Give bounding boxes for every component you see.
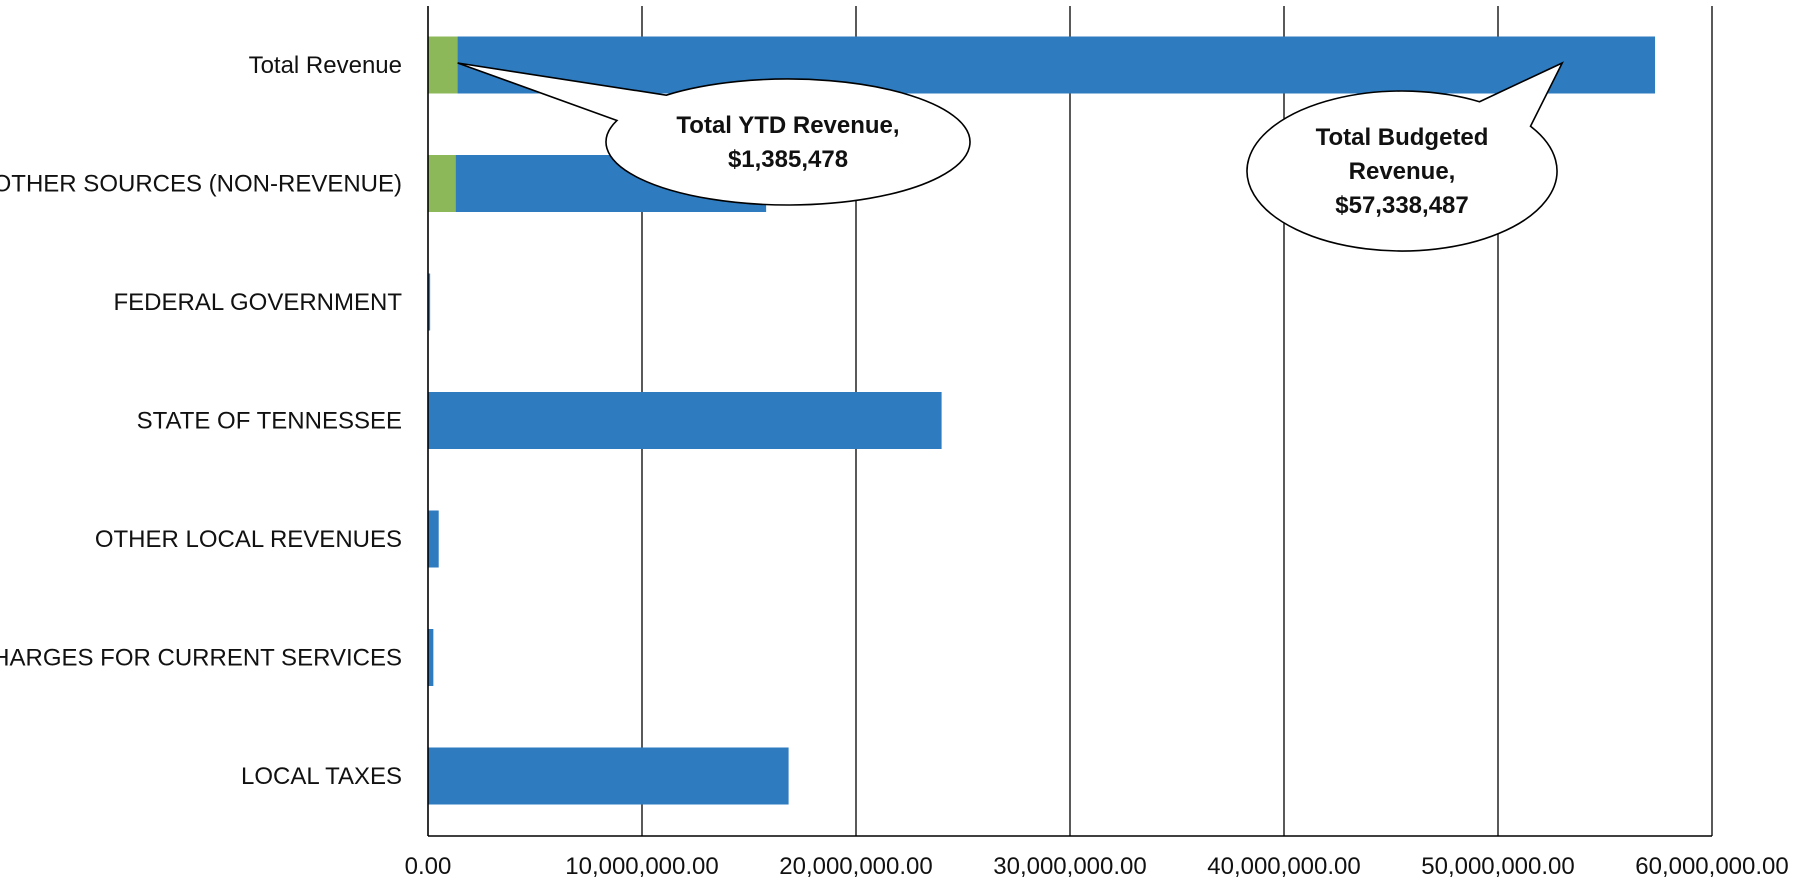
bar-series0-cat5 [428,629,434,686]
callout-text-0-0: Total YTD Revenue, [676,112,899,139]
bar-series1-cat0 [428,36,458,94]
axes [427,6,1712,837]
x-tick-label-1: 10,000,000.00 [565,853,718,880]
bar-series0-cat6 [428,747,789,805]
category-label-2: FEDERAL GOVERNMENT [114,289,403,316]
x-tick-labels: 0.00 10,000,000.00 20,000,000.00 30,000,000… [405,853,1789,880]
callout-text-1-1: Revenue, [1349,158,1456,185]
callout-bubble-0 [457,62,971,206]
bar-series1-cat1 [428,155,456,212]
category-label-0: Total Revenue [249,52,402,79]
category-label-1: OTHER SOURCES (NON-REVENUE) [0,171,402,198]
x-tick-label-0: 0.00 [405,853,452,880]
x-tick-label-3: 30,000,000.00 [993,853,1146,880]
callout-text-1-0: Total Budgeted [1316,124,1489,151]
x-tick-label-6: 60,000,000.00 [1635,853,1788,880]
bar-series0-cat4 [428,510,439,568]
category-label-3: STATE OF TENNESSEE [137,408,402,435]
callout-text-1-2: $57,338,487 [1335,192,1468,219]
callout-bubble-1 [1246,61,1564,252]
category-label-5: CHARGES FOR CURRENT SERVICES [0,645,402,672]
bar-series0-cat0 [428,36,1656,94]
category-label-6: LOCAL TAXES [241,763,402,790]
callout-text-0-1: $1,385,478 [728,146,848,173]
bar-series0-cat3 [428,392,942,449]
x-tick-label-4: 40,000,000.00 [1207,853,1360,880]
bar-series0-cat2 [428,273,431,331]
category-label-4: OTHER LOCAL REVENUES [95,526,402,553]
category-labels: Total Revenue OTHER SOURCES (NON-REVENUE)… [0,52,402,790]
x-tick-label-2: 20,000,000.00 [779,853,932,880]
x-tick-label-5: 50,000,000.00 [1421,853,1574,880]
callouts: Total YTD Revenue, $1,385,478 Total Budget… [457,61,1564,252]
